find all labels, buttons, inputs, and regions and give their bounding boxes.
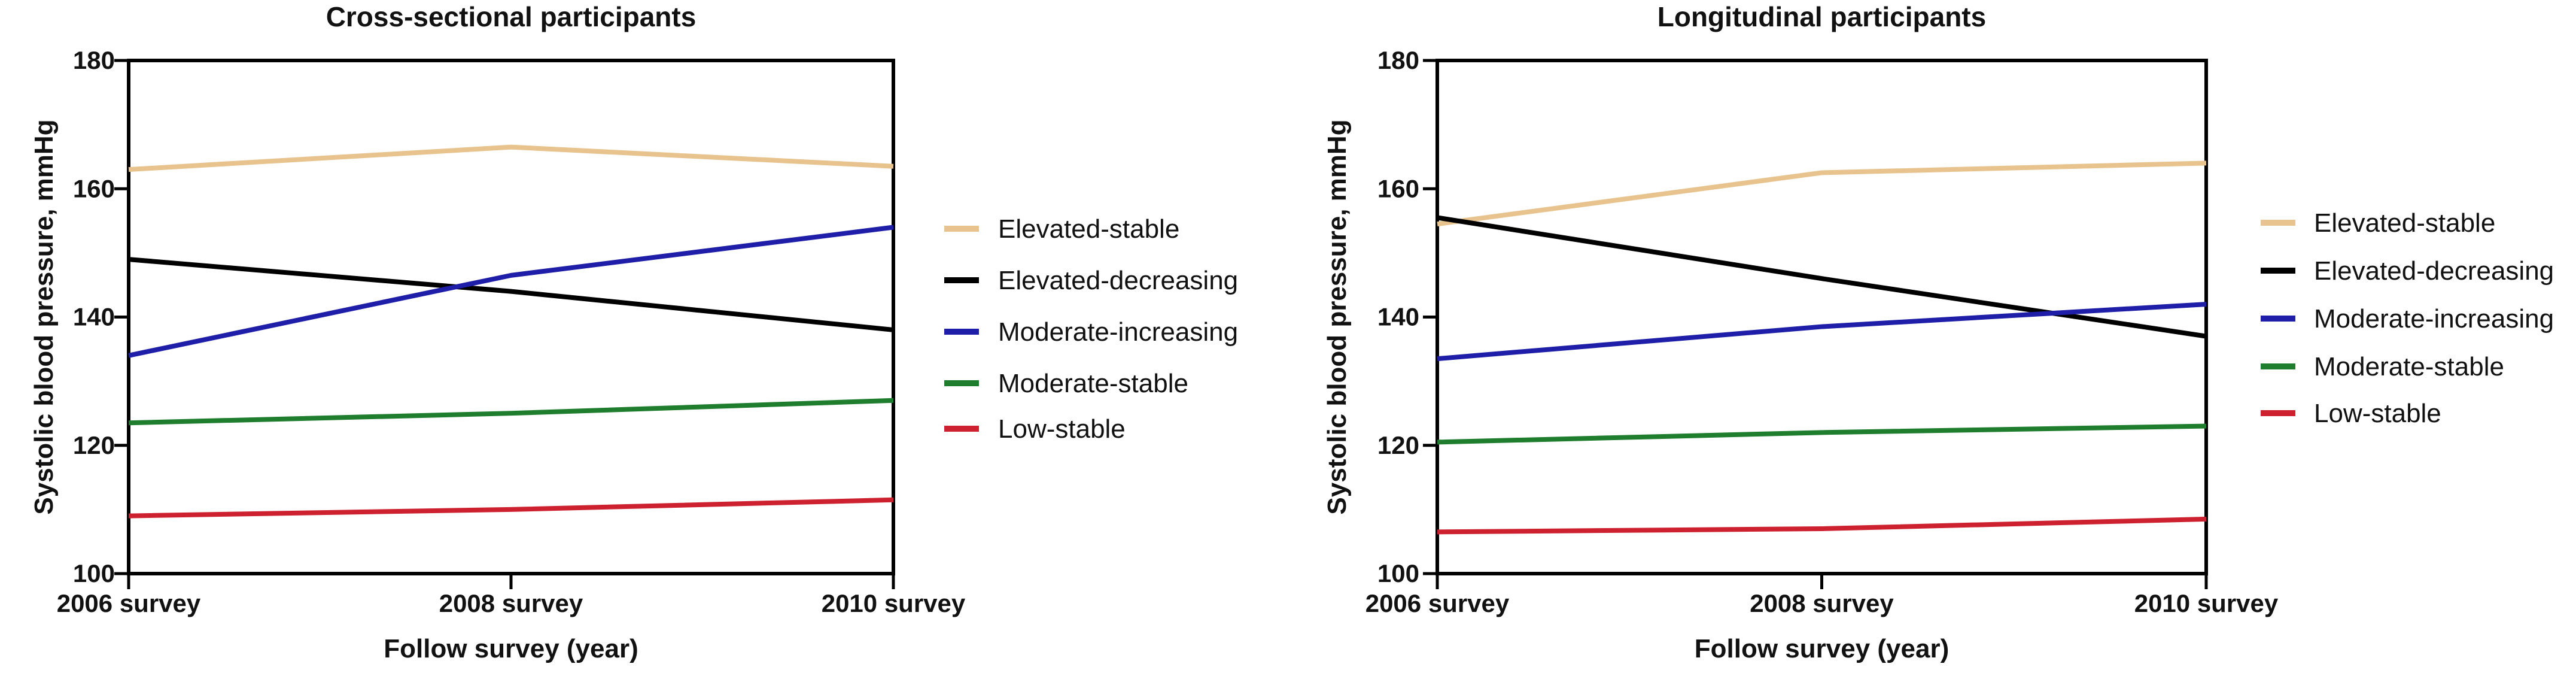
legend-item-elevated-decreasing: Elevated-decreasing <box>2261 256 2554 286</box>
series-line-moderate-increasing <box>1437 302 2207 362</box>
series-line-moderate-increasing <box>128 225 894 358</box>
y-tick-label: 120 <box>1377 431 1419 459</box>
legend-item-moderate-stable: Moderate-stable <box>944 369 1188 398</box>
y-tick-label: 160 <box>1377 174 1419 202</box>
series-line-low-stable <box>1437 516 2207 535</box>
chart-cross-sectional: Cross-sectional participants 100 120 140 160… <box>29 1 1238 663</box>
legend-label-moderate-increasing: Moderate-increasing <box>998 317 1238 347</box>
chart-title: Cross-sectional participants <box>326 1 697 32</box>
legend-label-elevated-stable: Elevated-stable <box>2314 208 2495 238</box>
x-tick-label: 2006 survey <box>57 589 201 617</box>
y-tick-label: 140 <box>73 303 115 331</box>
y-tick-label: 140 <box>1377 303 1419 331</box>
legend: Elevated-stable Elevated-decreasing Modera… <box>944 214 1238 444</box>
legend: Elevated-stable Elevated-decreasing Modera… <box>2261 208 2554 428</box>
legend-item-moderate-increasing: Moderate-increasing <box>944 317 1238 347</box>
legend-item-low-stable: Low-stable <box>944 414 1126 444</box>
series-line-low-stable <box>128 497 894 519</box>
series-line-elevated-decreasing <box>128 257 894 332</box>
x-axis-label: Follow survey (year) <box>1695 634 1949 663</box>
legend-item-elevated-stable: Elevated-stable <box>944 214 1179 244</box>
legend-label-elevated-decreasing: Elevated-decreasing <box>2314 256 2554 286</box>
y-tick-label: 100 <box>73 559 115 587</box>
y-tick-label: 100 <box>1377 559 1419 587</box>
legend-label-low-stable: Low-stable <box>2314 399 2441 428</box>
legend-item-elevated-stable: Elevated-stable <box>2261 208 2495 238</box>
series-line-elevated-stable <box>128 144 894 172</box>
y-tick-label: 120 <box>73 431 115 459</box>
legend-item-elevated-decreasing: Elevated-decreasing <box>944 266 1238 295</box>
legend-label-moderate-stable: Moderate-stable <box>2314 352 2504 381</box>
legend-label-moderate-increasing: Moderate-increasing <box>2314 304 2554 334</box>
chart-title: Longitudinal participants <box>1657 1 1986 32</box>
x-tick-label: 2008 survey <box>439 589 583 617</box>
x-tick-label: 2010 survey <box>822 589 966 617</box>
y-tick-label: 180 <box>73 46 115 74</box>
series-line-elevated-decreasing <box>1437 215 2207 339</box>
y-tick-label: 160 <box>73 174 115 202</box>
series-line-moderate-stable <box>1437 423 2207 445</box>
chart-longitudinal: Longitudinal participants 100 120 140 160 180… <box>1322 1 2554 663</box>
legend-label-moderate-stable: Moderate-stable <box>998 369 1188 398</box>
legend-item-moderate-stable: Moderate-stable <box>2261 352 2504 381</box>
legend-label-elevated-stable: Elevated-stable <box>998 214 1179 244</box>
x-axis-label: Follow survey (year) <box>384 634 638 663</box>
series-line-elevated-stable <box>1437 160 2207 227</box>
y-axis-label: Systolic blood pressure, mmHg <box>1322 119 1352 514</box>
legend-label-low-stable: Low-stable <box>998 414 1126 444</box>
y-axis-label: Systolic blood pressure, mmHg <box>29 119 59 514</box>
y-tick-label: 180 <box>1377 46 1419 74</box>
x-tick-label: 2008 survey <box>1750 589 1894 617</box>
x-tick-label: 2010 survey <box>2134 589 2279 617</box>
legend-item-moderate-increasing: Moderate-increasing <box>2261 304 2554 334</box>
legend-label-elevated-decreasing: Elevated-decreasing <box>998 266 1238 295</box>
legend-item-low-stable: Low-stable <box>2261 399 2441 428</box>
x-tick-label: 2006 survey <box>1365 589 1510 617</box>
series-line-moderate-stable <box>128 398 894 426</box>
